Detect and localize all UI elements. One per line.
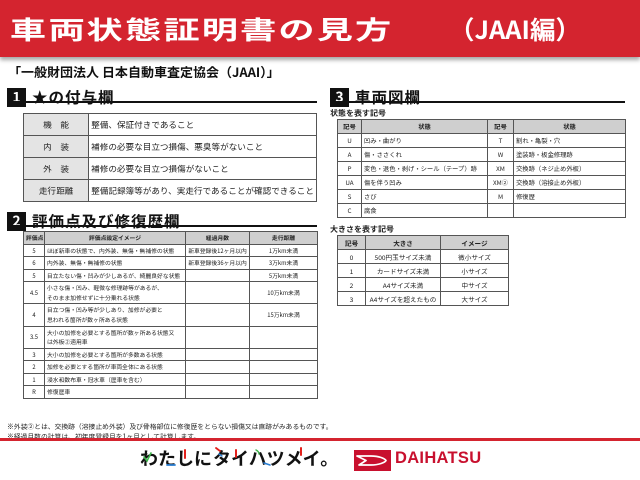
svg-text:わたしに: わたしに [140,446,212,470]
svg-text:タイハツメイ。: タイハツメイ。 [213,446,338,470]
